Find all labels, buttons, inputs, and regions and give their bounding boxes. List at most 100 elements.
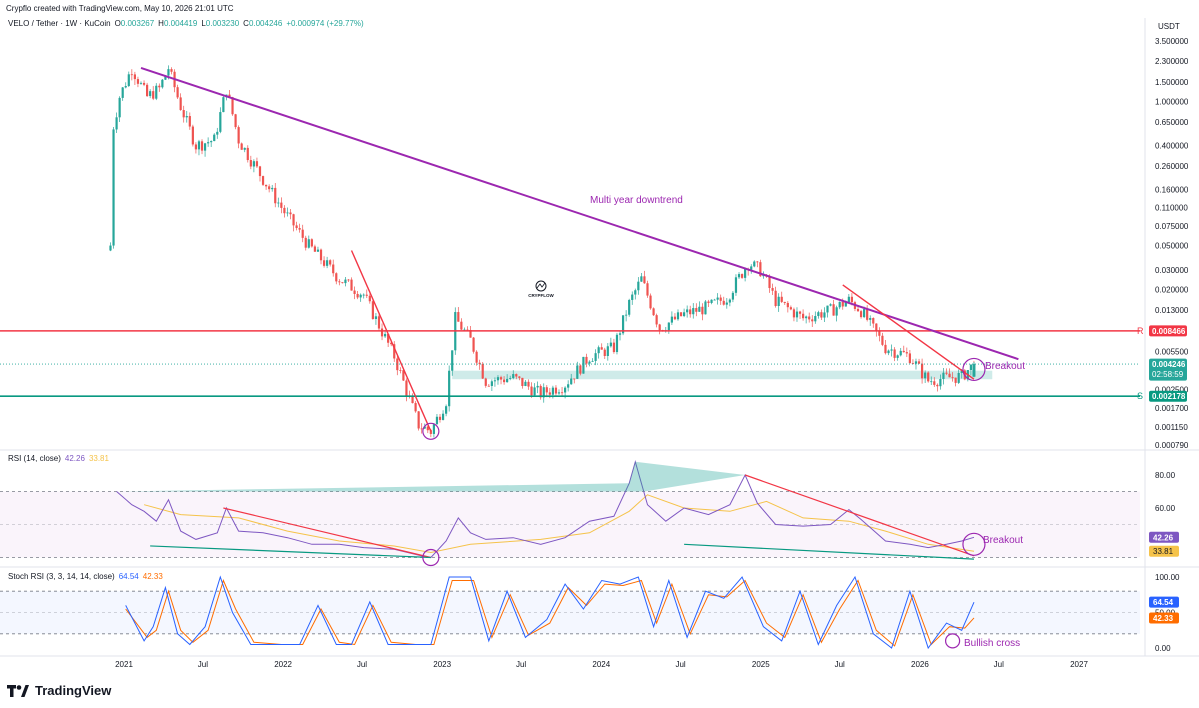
candle[interactable] xyxy=(264,184,268,187)
candle[interactable] xyxy=(914,361,918,364)
rsi-trendline-4[interactable] xyxy=(684,543,974,560)
candle[interactable] xyxy=(823,312,826,318)
candle[interactable] xyxy=(234,114,237,128)
candle[interactable] xyxy=(237,127,240,144)
candle[interactable] xyxy=(466,329,469,331)
candle[interactable] xyxy=(228,94,231,98)
breakout-circle-marker[interactable] xyxy=(962,357,986,382)
candle[interactable] xyxy=(667,322,670,331)
candle[interactable] xyxy=(499,377,503,380)
candle[interactable] xyxy=(960,370,963,373)
candle[interactable] xyxy=(942,372,945,380)
candle[interactable] xyxy=(750,266,753,270)
candle[interactable] xyxy=(146,84,149,97)
candle[interactable] xyxy=(936,384,939,387)
candle[interactable] xyxy=(445,406,448,414)
candle[interactable] xyxy=(805,316,808,319)
candle[interactable] xyxy=(625,314,628,316)
candle[interactable] xyxy=(917,361,921,364)
candle[interactable] xyxy=(524,381,527,386)
candle[interactable] xyxy=(432,424,436,434)
candle[interactable] xyxy=(383,333,387,337)
candle[interactable] xyxy=(142,82,146,85)
candle[interactable] xyxy=(292,214,295,226)
candle[interactable] xyxy=(124,86,127,88)
candle[interactable] xyxy=(521,377,524,386)
candle[interactable] xyxy=(539,385,542,398)
candle[interactable] xyxy=(478,362,481,365)
candle[interactable] xyxy=(295,225,298,229)
candle[interactable] xyxy=(316,249,320,252)
candle[interactable] xyxy=(426,426,429,431)
candle[interactable] xyxy=(289,212,292,215)
candle[interactable] xyxy=(713,299,716,301)
candle[interactable] xyxy=(313,246,317,252)
candle[interactable] xyxy=(890,349,893,351)
candle[interactable] xyxy=(582,356,585,374)
candle[interactable] xyxy=(240,143,243,150)
candle[interactable] xyxy=(560,392,564,394)
candle[interactable] xyxy=(380,328,384,337)
candle[interactable] xyxy=(759,262,762,277)
tradingview-logo[interactable]: TradingView xyxy=(7,683,111,698)
candle[interactable] xyxy=(335,273,338,282)
candle[interactable] xyxy=(509,378,512,379)
rsi-trendline-1[interactable] xyxy=(223,507,431,559)
candle[interactable] xyxy=(149,91,152,97)
candle[interactable] xyxy=(798,311,802,314)
candle[interactable] xyxy=(884,344,887,354)
candle[interactable] xyxy=(557,392,561,394)
candle[interactable] xyxy=(332,264,335,274)
candle[interactable] xyxy=(176,87,179,98)
last-candle[interactable] xyxy=(972,364,976,377)
candle[interactable] xyxy=(826,305,829,313)
candle[interactable] xyxy=(515,374,518,377)
candle[interactable] xyxy=(387,333,390,343)
candle[interactable] xyxy=(170,69,173,72)
candle[interactable] xyxy=(777,296,780,306)
demand-zone[interactable] xyxy=(452,370,993,380)
candle[interactable] xyxy=(448,370,451,407)
candle[interactable] xyxy=(670,316,673,323)
candle[interactable] xyxy=(185,116,188,118)
candle[interactable] xyxy=(545,387,548,393)
candle[interactable] xyxy=(502,379,506,383)
candle[interactable] xyxy=(356,293,359,298)
candle[interactable] xyxy=(728,299,731,303)
candle[interactable] xyxy=(878,331,881,336)
rsi-bottom-circle-marker[interactable] xyxy=(422,548,440,567)
candle[interactable] xyxy=(460,321,463,330)
candle[interactable] xyxy=(338,281,341,283)
candle[interactable] xyxy=(795,311,799,318)
candle[interactable] xyxy=(600,347,603,350)
candle[interactable] xyxy=(188,116,191,127)
candle[interactable] xyxy=(506,378,509,383)
candle[interactable] xyxy=(628,299,631,315)
candle[interactable] xyxy=(304,237,307,248)
candle[interactable] xyxy=(872,318,875,324)
candle[interactable] xyxy=(231,97,234,115)
candle[interactable] xyxy=(634,290,637,295)
bottom-circle-marker[interactable] xyxy=(422,422,440,440)
candle[interactable] xyxy=(298,228,301,230)
candle[interactable] xyxy=(481,364,484,379)
candle[interactable] xyxy=(792,309,796,318)
candle[interactable] xyxy=(167,69,170,76)
candle[interactable] xyxy=(939,379,942,387)
candle[interactable] xyxy=(789,307,792,310)
candle[interactable] xyxy=(417,411,420,429)
candle[interactable] xyxy=(222,97,225,113)
candle[interactable] xyxy=(655,315,658,325)
candle[interactable] xyxy=(194,144,198,150)
candle[interactable] xyxy=(362,294,365,296)
candle[interactable] xyxy=(155,85,158,99)
candle[interactable] xyxy=(585,356,588,364)
candle[interactable] xyxy=(951,377,954,379)
candle[interactable] xyxy=(863,309,866,318)
candle[interactable] xyxy=(301,229,304,238)
candle[interactable] xyxy=(722,300,725,305)
candle[interactable] xyxy=(536,385,539,388)
candle[interactable] xyxy=(725,302,728,305)
candle[interactable] xyxy=(371,301,374,319)
